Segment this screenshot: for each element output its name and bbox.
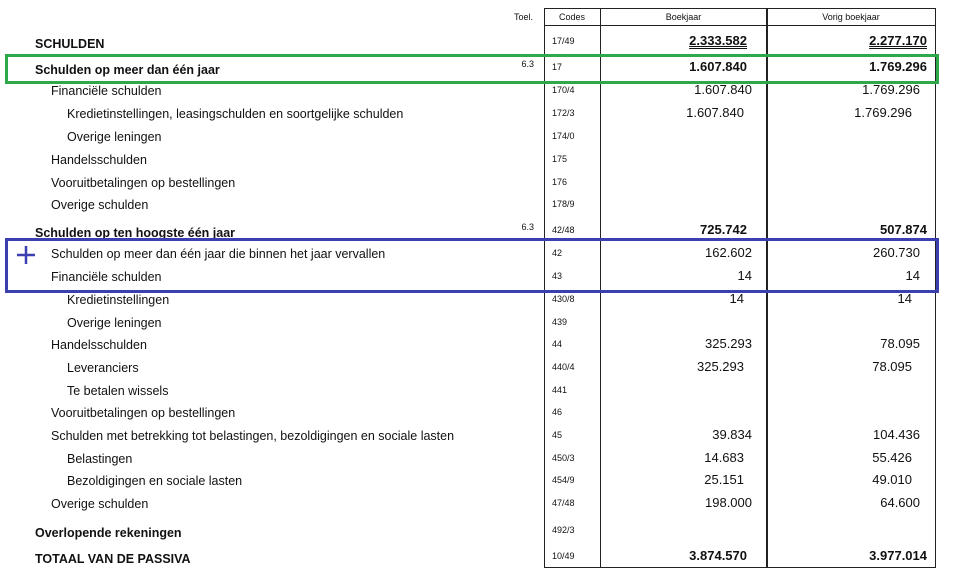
row-label: Schulden op ten hoogste één jaar — [35, 226, 236, 240]
row-label: Handelsschulden — [51, 153, 147, 167]
row-label: Schulden op meer dan één jaar — [35, 63, 220, 77]
row-boekjaar: 198.000 — [705, 495, 752, 510]
row-code: 17 — [552, 62, 563, 72]
row-label: Financiële schulden — [51, 84, 162, 98]
row-boekjaar: 3.874.570 — [689, 548, 747, 563]
divider — [544, 25, 936, 26]
row-label: Overige schulden — [51, 497, 149, 511]
row-label: Vooruitbetalingen op bestellingen — [51, 406, 236, 420]
row-boekjaar: 1.607.840 — [686, 105, 744, 120]
row-vorig-boekjaar: 1.769.296 — [862, 82, 920, 97]
row-vorig-boekjaar: 2.277.170 — [869, 33, 927, 48]
row-boekjaar: 14 — [729, 291, 744, 306]
row-code: 175 — [552, 154, 568, 164]
header-toel: Toel. — [513, 12, 533, 22]
row-code: 430/8 — [552, 294, 575, 304]
row-vorig-boekjaar: 1.769.296 — [854, 105, 912, 120]
divider — [544, 8, 936, 9]
row-code: 176 — [552, 177, 568, 187]
row-vorig-boekjaar: 1.769.296 — [869, 59, 927, 74]
row-label: Kredietinstellingen — [67, 293, 170, 307]
row-boekjaar: 39.834 — [712, 427, 752, 442]
row-vorig-boekjaar: 78.095 — [880, 336, 920, 351]
row-label: Belastingen — [67, 452, 133, 466]
row-boekjaar: 162.602 — [705, 245, 752, 260]
blue-highlight-box — [5, 238, 939, 293]
row-code: 439 — [552, 317, 568, 327]
row-boekjaar: 1.607.840 — [694, 82, 752, 97]
row-code: 450/3 — [552, 453, 575, 463]
row-vorig-boekjaar: 55.426 — [872, 450, 912, 465]
row-label: SCHULDEN — [35, 37, 105, 51]
row-vorig-boekjaar: 14 — [905, 268, 920, 283]
row-boekjaar: 325.293 — [705, 336, 752, 351]
row-code: 42 — [552, 248, 563, 258]
plus-icon — [17, 246, 35, 264]
divider — [544, 567, 936, 568]
row-label: TOTAAL VAN DE PASSIVA — [35, 552, 191, 566]
row-code: 43 — [552, 271, 563, 281]
row-label: Overlopende rekeningen — [35, 526, 182, 540]
row-boekjaar: 14 — [737, 268, 752, 283]
row-code: 441 — [552, 385, 568, 395]
row-label: Bezoldigingen en sociale lasten — [67, 474, 243, 488]
header-boekjaar: Boekjaar — [665, 12, 702, 22]
row-label: Financiële schulden — [51, 270, 162, 284]
row-code: 174/0 — [552, 131, 575, 141]
row-label: Te betalen wissels — [67, 384, 169, 398]
row-label: Overige leningen — [67, 130, 162, 144]
header-codes: Codes — [558, 12, 585, 22]
row-code: 492/3 — [552, 525, 575, 535]
row-boekjaar: 325.293 — [697, 359, 744, 374]
row-label: Schulden met betrekking tot belastingen,… — [51, 429, 455, 443]
row-label: Schulden op meer dan één jaar die binnen… — [51, 247, 386, 261]
row-boekjaar: 25.151 — [704, 472, 744, 487]
row-vorig-boekjaar: 507.874 — [880, 222, 927, 237]
row-code: 454/9 — [552, 475, 575, 485]
row-code: 46 — [552, 407, 563, 417]
divider — [935, 8, 936, 567]
row-label: Handelsschulden — [51, 338, 147, 352]
row-code: 44 — [552, 339, 563, 349]
row-code: 172/3 — [552, 108, 575, 118]
header-vorig-boekjaar: Vorig boekjaar — [822, 12, 880, 22]
row-label: Overige leningen — [67, 316, 162, 330]
row-code: 178/9 — [552, 199, 575, 209]
row-code: 170/4 — [552, 85, 575, 95]
row-boekjaar: 725.742 — [700, 222, 747, 237]
row-code: 10/49 — [552, 551, 575, 561]
row-toel: 6.3 — [521, 59, 534, 69]
row-vorig-boekjaar: 3.977.014 — [869, 548, 927, 563]
row-label: Overige schulden — [51, 198, 149, 212]
row-code: 42/48 — [552, 225, 575, 235]
row-code: 47/48 — [552, 498, 575, 508]
row-label: Leveranciers — [67, 361, 139, 375]
divider — [600, 8, 601, 567]
row-boekjaar: 1.607.840 — [689, 59, 747, 74]
row-vorig-boekjaar: 49.010 — [872, 472, 912, 487]
row-vorig-boekjaar: 64.600 — [880, 495, 920, 510]
row-vorig-boekjaar: 78.095 — [872, 359, 912, 374]
divider — [766, 8, 768, 567]
row-code: 440/4 — [552, 362, 575, 372]
row-label: Vooruitbetalingen op bestellingen — [51, 176, 236, 190]
row-vorig-boekjaar: 260.730 — [873, 245, 920, 260]
row-toel: 6.3 — [521, 222, 534, 232]
divider — [544, 8, 545, 567]
row-code: 17/49 — [552, 36, 575, 46]
row-code: 45 — [552, 430, 563, 440]
row-boekjaar: 2.333.582 — [689, 33, 747, 48]
row-label: Kredietinstellingen, leasingschulden en … — [67, 107, 404, 121]
row-vorig-boekjaar: 104.436 — [873, 427, 920, 442]
green-highlight-box — [5, 54, 939, 84]
row-vorig-boekjaar: 14 — [897, 291, 912, 306]
row-boekjaar: 14.683 — [704, 450, 744, 465]
